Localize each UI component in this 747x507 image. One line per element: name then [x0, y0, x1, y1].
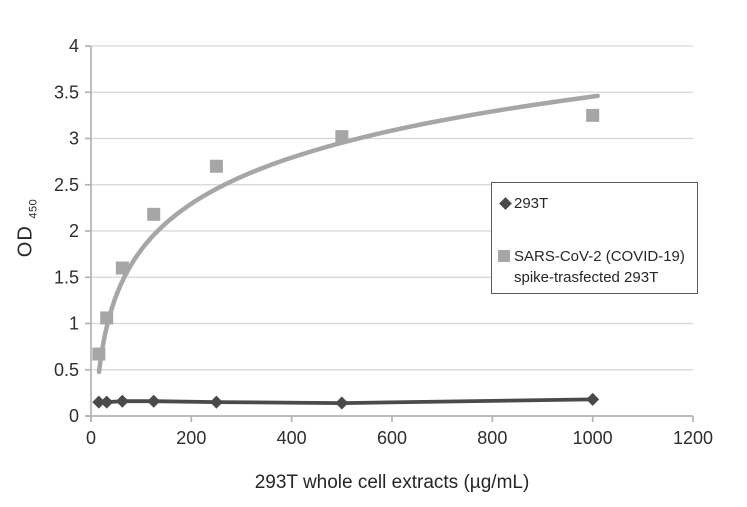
data-point-293t: [586, 392, 600, 406]
x-tick-label: 0: [86, 428, 96, 448]
data-point-293t: [115, 394, 129, 408]
legend-label-293t: 293T: [514, 195, 549, 212]
y-axis-title: OD 450: [15, 199, 40, 257]
x-tick-label: 1200: [673, 428, 713, 448]
legend-item-spike: SARS-CoV-2 (COVID-19) spike-trasfected 2…: [498, 246, 693, 288]
data-point-spike: [209, 159, 223, 173]
data-point-293t: [147, 394, 161, 408]
y-tick-label: 0.5: [54, 360, 79, 380]
y-tick-label: 1.5: [54, 267, 79, 287]
data-point-spike: [586, 108, 600, 122]
diamond-marker-icon: [499, 197, 512, 210]
y-tick-label: 4: [69, 36, 79, 56]
legend: 293T SARS-CoV-2 (COVID-19) spike-trasfec…: [491, 182, 698, 294]
data-point-293t: [335, 396, 349, 410]
y-axis-title-subscript: 450: [27, 198, 40, 219]
data-point-293t: [92, 395, 106, 409]
data-point-spike: [92, 347, 106, 361]
data-point-spike: [100, 311, 114, 325]
x-axis-title: 293T whole cell extracts (µg/mL): [254, 472, 530, 493]
x-tick-label: 600: [377, 428, 407, 448]
legend-item-293t: 293T: [498, 193, 693, 214]
x-tick-label: 200: [176, 428, 206, 448]
y-tick-label: 3: [69, 129, 79, 149]
data-point-spike: [115, 261, 129, 275]
x-tick-label: 1000: [573, 428, 613, 448]
data-point-spike: [335, 130, 349, 144]
y-tick-label: 1: [69, 314, 79, 334]
square-marker-icon: [498, 250, 510, 262]
y-axis-title-text: OD: [14, 225, 37, 258]
y-tick-label: 3.5: [54, 82, 79, 102]
data-point-spike: [147, 207, 161, 221]
data-point-293t: [100, 395, 114, 409]
x-tick-label: 800: [477, 428, 507, 448]
y-tick-label: 2.5: [54, 175, 79, 195]
x-tick-label: 400: [277, 428, 307, 448]
y-tick-label: 0: [69, 406, 79, 426]
legend-label-spike: SARS-CoV-2 (COVID-19) spike-trasfected 2…: [514, 248, 685, 286]
y-tick-label: 2: [69, 221, 79, 241]
data-point-293t: [209, 395, 223, 409]
